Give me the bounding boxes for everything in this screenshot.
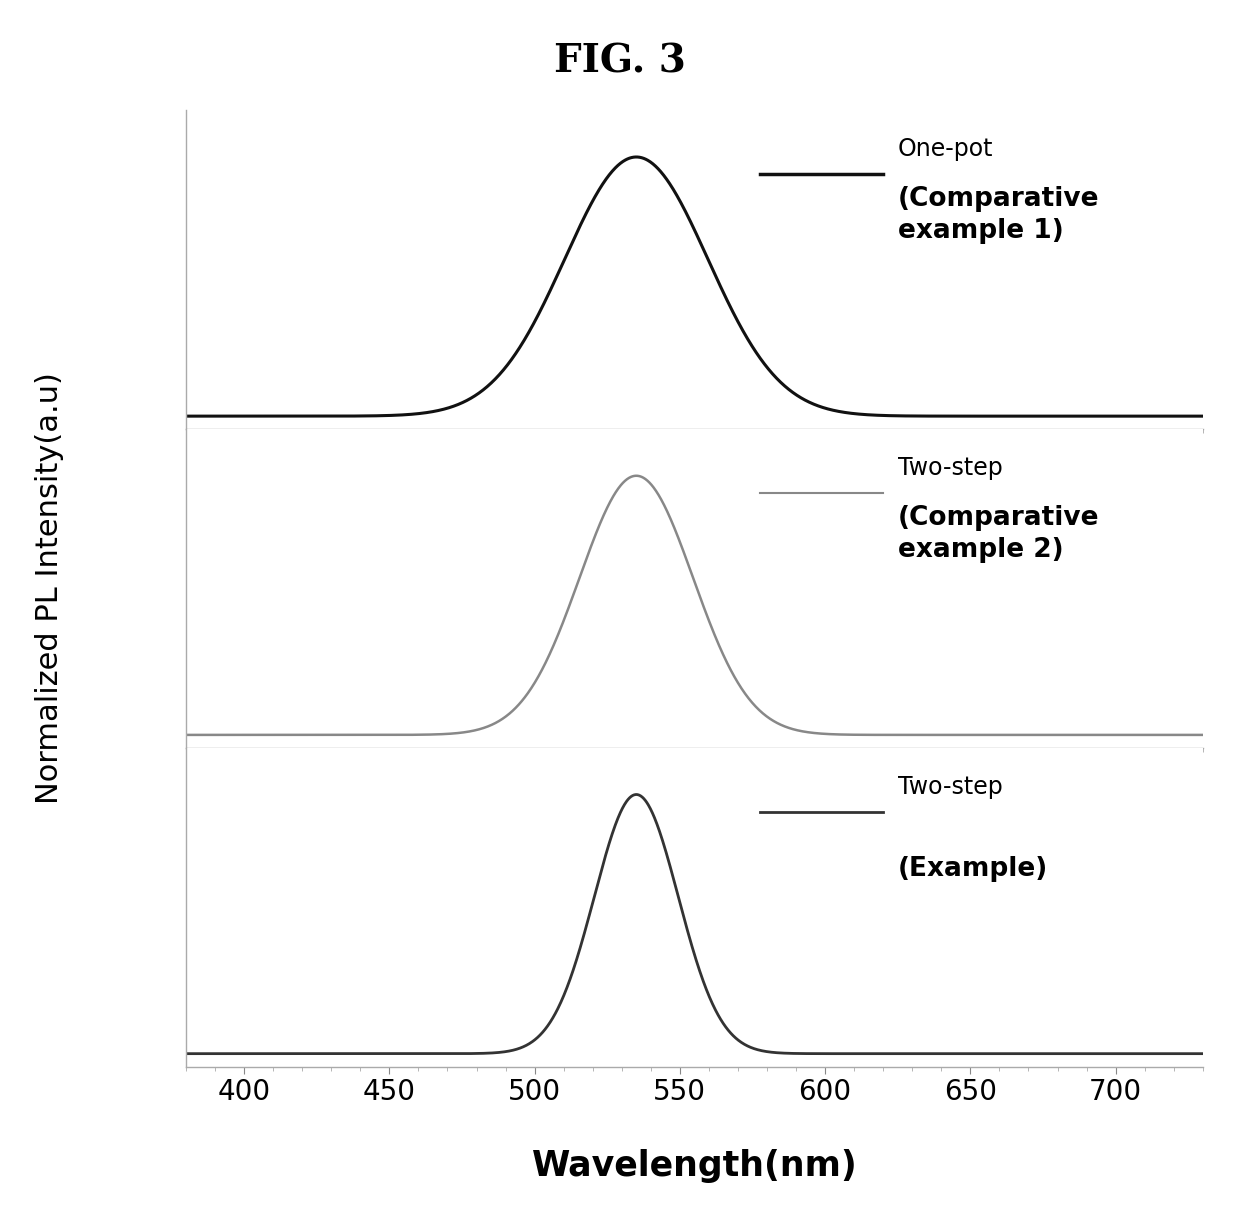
Text: Two-step: Two-step [898,456,1002,481]
Text: (Example): (Example) [898,856,1048,881]
Text: (Comparative
example 1): (Comparative example 1) [898,186,1099,244]
Text: Wavelength(nm): Wavelength(nm) [532,1149,857,1183]
Text: Two-step: Two-step [898,775,1002,799]
Text: Normalized PL Intensity(a.u): Normalized PL Intensity(a.u) [35,373,64,804]
Text: One-pot: One-pot [898,137,993,162]
Text: (Comparative
example 2): (Comparative example 2) [898,505,1099,563]
Text: FIG. 3: FIG. 3 [554,43,686,81]
